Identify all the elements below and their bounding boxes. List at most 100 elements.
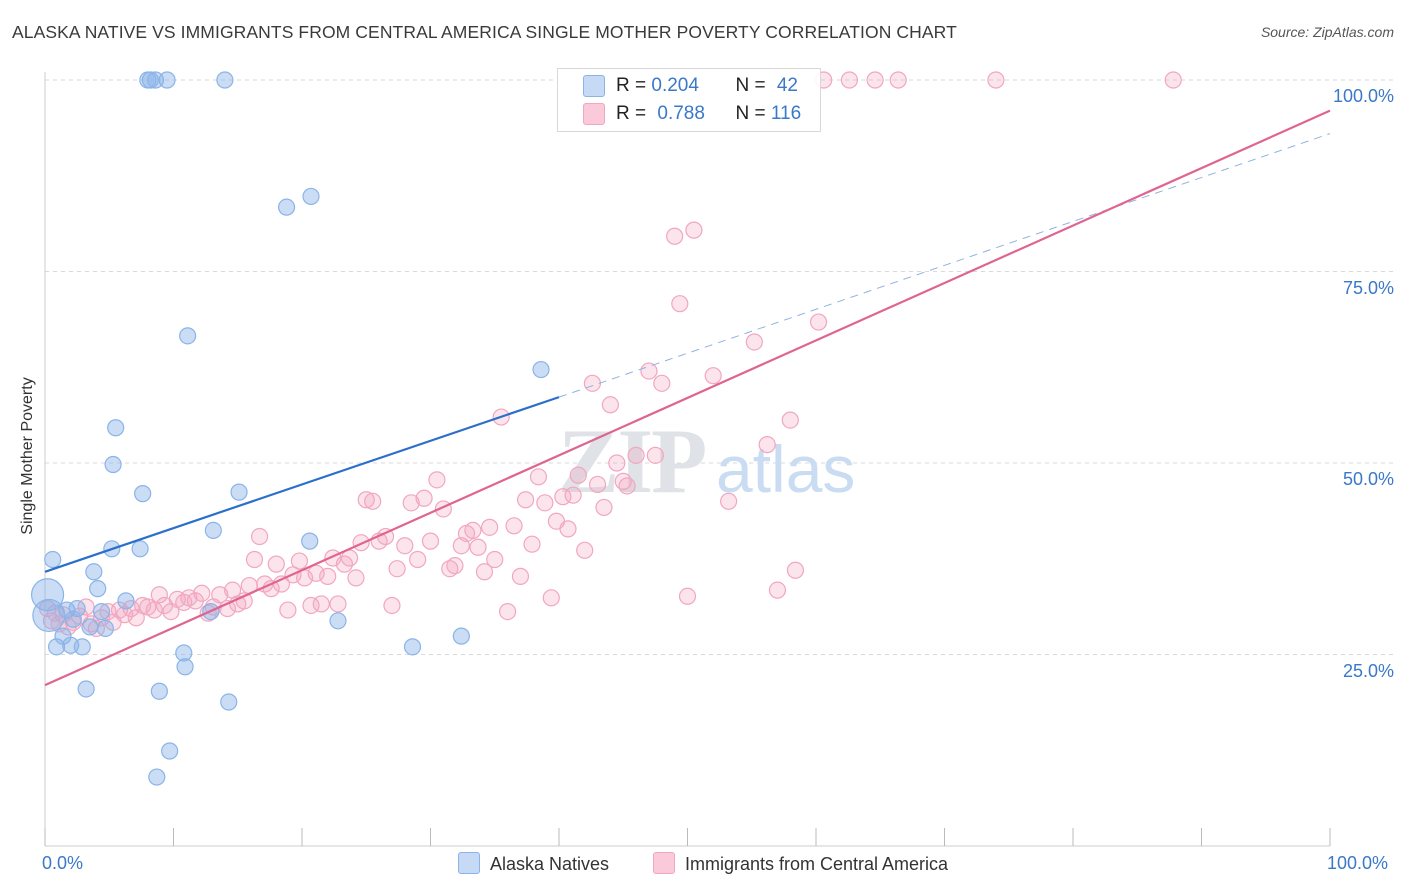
y-tick-label-2: 75.0% — [1342, 277, 1394, 298]
legend-r-label: R = — [616, 103, 652, 124]
alaska-natives-point-7 — [64, 610, 82, 628]
immigrants-point-65 — [409, 550, 427, 569]
immigrants-point-108 — [685, 221, 703, 239]
immigrants-point-106 — [671, 295, 689, 313]
alaska-natives-point-34 — [216, 71, 234, 89]
immigrants-point-86 — [536, 494, 554, 512]
alaska-natives-point-37 — [277, 198, 296, 216]
gridlines — [45, 79, 1396, 655]
immigrants-point-97 — [601, 396, 620, 414]
alaska-natives-point-21 — [134, 485, 152, 503]
trend-lines — [44, 109, 1331, 687]
immigrants-point-49 — [312, 595, 330, 613]
chart-title: ALASKA NATIVE VS IMMIGRANTS FROM CENTRAL… — [12, 22, 957, 42]
immigrants-point-31 — [211, 586, 229, 604]
immigrants-point-118 — [840, 71, 859, 89]
immigrants-point-112 — [758, 436, 776, 454]
immigrants-point-101 — [627, 446, 645, 464]
bottom-legend-immigrants: Immigrants from Central America — [653, 852, 948, 875]
legend-n-label: N = — [735, 75, 771, 96]
immigrants-point-115 — [786, 561, 805, 579]
immigrants-point-102 — [640, 362, 658, 380]
alaska-natives-point-17 — [107, 419, 125, 437]
immigrants-point-120 — [889, 71, 907, 89]
y-tick-label-1: 50.0% — [1342, 469, 1394, 489]
immigrants-point-21 — [150, 586, 168, 604]
alaska-natives-point-19 — [117, 592, 135, 610]
immigrants-point-62 — [388, 560, 406, 578]
legend-r-value: 0.788 — [657, 103, 705, 124]
immigrants-point-70 — [441, 560, 459, 578]
immigrants-point-77 — [481, 518, 499, 536]
immigrants-point-41 — [267, 555, 285, 573]
immigrants-point-91 — [564, 486, 582, 504]
alaska-natives-point-18 — [104, 455, 122, 474]
alaska-natives-point-27 — [158, 71, 176, 89]
immigrants-point-28 — [193, 584, 211, 602]
immigrants-point-74 — [464, 521, 482, 540]
immigrants-point-57 — [357, 491, 375, 509]
stats-legend: R = 0.204 N = 42 R = 0.788 N = 116 — [557, 68, 821, 132]
immigrants-point-84 — [523, 535, 541, 553]
immigrants-point-43 — [279, 601, 297, 619]
alaska-natives-point-43 — [532, 360, 550, 379]
alaska-natives-point-31 — [179, 327, 197, 345]
immigrants-point-76 — [475, 563, 494, 581]
y-axis-label: Single Mother Poverty — [19, 377, 36, 535]
alaska-natives-point-30 — [176, 658, 194, 676]
alaska-natives-point-39 — [301, 532, 319, 550]
alaska-natives-point-36 — [230, 483, 248, 501]
alaska-natives-point-40 — [329, 612, 347, 630]
alaska-natives-point-13 — [89, 580, 107, 598]
immigrants-point-96 — [595, 498, 613, 517]
immigrants-point-10 — [87, 619, 106, 638]
alaska-natives-trend-line — [44, 396, 560, 573]
immigrants-point-94 — [583, 374, 602, 392]
immigrants-point-52 — [329, 595, 347, 613]
immigrants-point-100 — [618, 477, 636, 495]
alaska-natives-point-9 — [73, 638, 91, 656]
immigrants-point-107 — [678, 587, 697, 605]
y-tick-label-0: 25.0% — [1342, 660, 1394, 681]
x-tick-label-max: 100.0% — [1327, 853, 1389, 873]
alaska-natives-point-2 — [44, 550, 62, 569]
alaska-natives-point-41 — [403, 638, 422, 656]
immigrants-point-63 — [396, 537, 414, 555]
alaska-natives-point-25 — [148, 768, 166, 786]
legend-swatch-blue — [458, 852, 480, 874]
immigrants-point-45 — [290, 552, 309, 570]
immigrants-point-113 — [768, 581, 787, 599]
alaska-natives-point-42 — [452, 627, 470, 645]
alaska-natives-point-28 — [161, 742, 179, 760]
alaska-natives-point-26 — [150, 682, 168, 700]
immigrants-point-64 — [402, 494, 420, 512]
legend-n-value: 42 — [776, 75, 798, 96]
alaska-natives-point-8 — [68, 599, 86, 618]
immigrants-point-104 — [653, 374, 671, 392]
immigrants-point-116 — [809, 313, 828, 331]
axes — [44, 72, 1331, 847]
immigrants-point-78 — [486, 550, 504, 569]
watermark-zip: ZIP — [558, 410, 705, 512]
alaska-natives-trend-extension — [558, 133, 1331, 398]
immigrants-point-90 — [559, 520, 577, 538]
alaska-natives-point-23 — [141, 71, 159, 89]
immigrants-trend-line — [44, 109, 1331, 687]
alaska-natives-point-10 — [77, 680, 95, 698]
alaska-natives-point-3 — [47, 638, 66, 656]
immigrants-point-20 — [145, 601, 163, 619]
alaska-natives-point-1 — [32, 598, 66, 633]
immigrants-point-103 — [646, 446, 664, 464]
alaska-natives-point-12 — [85, 563, 103, 581]
immigrants-point-93 — [576, 541, 594, 559]
legend-r-label: R = — [616, 75, 652, 96]
source-credit: Source: ZipAtlas.com — [1260, 24, 1394, 40]
alaska-natives-point-29 — [175, 644, 193, 662]
legend-swatch-pink — [583, 103, 605, 125]
immigrants-point-83 — [516, 491, 535, 509]
immigrants-point-110 — [720, 492, 738, 510]
series-immigrants-central-america-points — [38, 71, 1182, 638]
legend-label-alaska-natives: Alaska Natives — [490, 854, 610, 874]
alaska-natives-point-11 — [81, 618, 99, 636]
legend-n-value: 116 — [770, 103, 802, 124]
